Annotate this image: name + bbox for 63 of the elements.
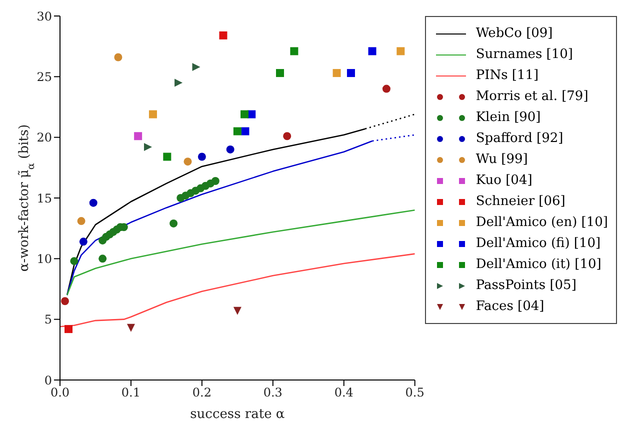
legend-label: Wu [99] [476, 152, 528, 167]
legend-label: Surnames [10] [476, 47, 573, 62]
y-tick-label: 5 [44, 312, 52, 327]
point [60, 297, 69, 306]
point [233, 127, 242, 136]
point [226, 145, 234, 154]
legend-label: Kuo [04] [476, 173, 532, 188]
point [396, 47, 405, 56]
point [148, 110, 157, 118]
point [144, 143, 152, 152]
point [64, 325, 73, 334]
point [70, 257, 78, 266]
point [346, 69, 355, 78]
point [126, 324, 135, 332]
point [211, 177, 220, 186]
point [368, 47, 376, 56]
point [219, 31, 228, 40]
y-tick-label: 0 [44, 373, 52, 388]
point [98, 254, 107, 263]
point [77, 217, 86, 226]
legend-label: PINs [11] [476, 68, 539, 83]
legend-label: Spafford [92] [476, 131, 564, 146]
legend-label: WebCo [09] [476, 26, 553, 41]
legend-label: Faces [04] [476, 299, 544, 314]
point [170, 219, 178, 228]
legend-label: Dell'Amico (it) [10] [476, 257, 602, 272]
point [241, 127, 250, 136]
y-tick-label: 10 [36, 252, 52, 266]
legend-label: Schneier [06] [476, 194, 566, 209]
point [332, 69, 341, 78]
line-series [66, 209, 415, 296]
y-tick-label: 30 [36, 9, 52, 24]
legend-label: Dell'Amico (en) [10] [476, 215, 608, 230]
point [79, 238, 88, 246]
point [184, 158, 192, 166]
line-series [60, 253, 415, 328]
point [192, 62, 200, 71]
x-tick-label: 0.5 [405, 386, 424, 400]
point [233, 306, 242, 315]
legend-label: PassPoints [05] [476, 278, 576, 293]
point [283, 132, 292, 140]
point [276, 69, 284, 78]
point [198, 152, 206, 161]
x-tick-label: 0.2 [192, 386, 212, 400]
point [134, 132, 142, 140]
x-axis-title: success rate α [190, 407, 285, 422]
x-tick-label: 0.1 [121, 386, 141, 400]
x-tick-label: 0.3 [263, 386, 282, 400]
x-tick-label: 0.4 [334, 386, 354, 400]
point [174, 78, 183, 87]
point [240, 110, 249, 118]
point [290, 47, 298, 56]
point [382, 84, 390, 93]
y-tick-label: 25 [36, 70, 52, 84]
legend-label: Morris et al. [79] [476, 89, 588, 104]
point [114, 53, 122, 62]
legend-label: Dell'Amico (fi) [10] [476, 236, 601, 251]
x-tick-label: 0.0 [50, 386, 70, 400]
y-tick-label: 20 [36, 130, 52, 145]
point [89, 198, 98, 207]
legend-label: Klein [90] [476, 110, 541, 125]
y-tick-label: 15 [36, 191, 52, 206]
point [163, 152, 172, 161]
